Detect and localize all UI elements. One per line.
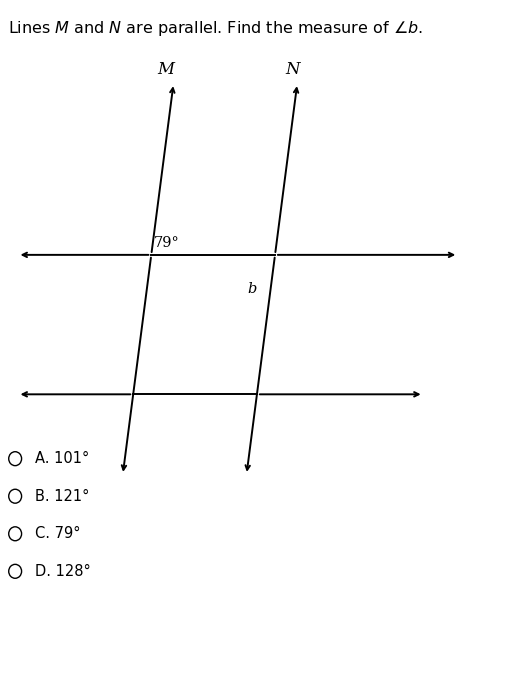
Text: b: b (248, 282, 257, 295)
Text: Lines $M$ and $N$ are parallel. Find the measure of $\angle b$.: Lines $M$ and $N$ are parallel. Find the… (8, 19, 423, 38)
Text: M: M (157, 61, 175, 78)
Text: B. 121°: B. 121° (35, 489, 89, 504)
Text: A. 101°: A. 101° (35, 451, 89, 466)
Text: N: N (285, 61, 299, 78)
Text: C. 79°: C. 79° (35, 527, 80, 541)
Text: D. 128°: D. 128° (35, 564, 91, 579)
Text: 79°: 79° (154, 235, 180, 249)
